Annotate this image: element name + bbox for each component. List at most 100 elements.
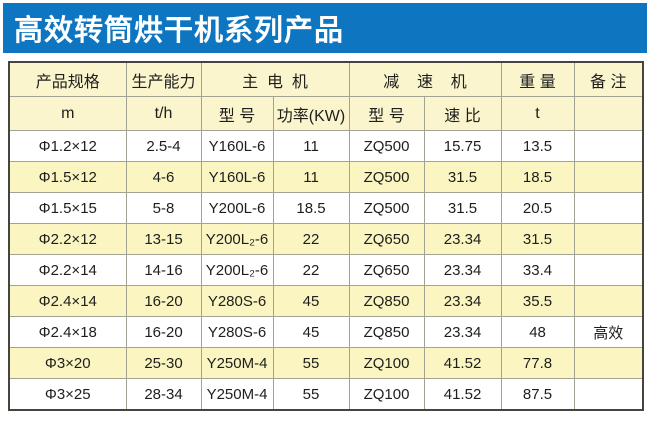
table-cell: 45 bbox=[272, 316, 350, 348]
table-header: 产品规格 生产能力主 电 机减 速 机重 量备 注 m t/h 型 号功率(KW) 型 号… bbox=[8, 61, 644, 131]
table-cell: Φ1.5×12 bbox=[8, 161, 127, 193]
table-cell bbox=[573, 161, 644, 193]
table-cell: 4-6 bbox=[125, 161, 202, 193]
header-cell: 生产能力 bbox=[125, 61, 202, 97]
table-cell: ZQ500 bbox=[348, 161, 425, 193]
table-cell: 18.5 bbox=[272, 192, 350, 224]
header-group-row: 产品规格 生产能力主 电 机减 速 机重 量备 注 bbox=[8, 61, 644, 97]
table-cell bbox=[573, 192, 644, 224]
table-cell: 16-20 bbox=[125, 285, 202, 317]
table-cell: 77.8 bbox=[500, 347, 575, 379]
table-row: Φ2.4×18 16-20 Y280S-6 45 ZQ850 23.34 48 高效 bbox=[8, 316, 644, 348]
table-cell: Φ1.5×15 bbox=[8, 192, 127, 224]
header-cell: 功率(KW) bbox=[272, 96, 350, 131]
table-cell: 31.5 bbox=[423, 161, 502, 193]
table-row: Φ2.2×14 14-16 Y200L₂-6 22 ZQ650 23.34 33.4 bbox=[8, 254, 644, 286]
table-cell: 16-20 bbox=[125, 316, 202, 348]
table-cell: Y200L₂-6 bbox=[200, 254, 274, 286]
table-cell: ZQ500 bbox=[348, 130, 425, 162]
table-row: Φ3×25 28-34 Y250M-4 55 ZQ100 41.52 87.5 bbox=[8, 378, 644, 411]
table-cell: 11 bbox=[272, 130, 350, 162]
table-cell: ZQ100 bbox=[348, 378, 425, 411]
table-cell: 2.5-4 bbox=[125, 130, 202, 162]
table-cell: 13-15 bbox=[125, 223, 202, 255]
table-row: Φ1.5×12 4-6 Y160L-6 11 ZQ500 31.5 18.5 bbox=[8, 161, 644, 193]
table-cell bbox=[573, 130, 644, 162]
table-cell: 高效 bbox=[573, 316, 644, 348]
table-cell: 87.5 bbox=[500, 378, 575, 411]
table-cell bbox=[573, 254, 644, 286]
table-cell bbox=[573, 347, 644, 379]
table-row: Φ2.4×14 16-20 Y280S-6 45 ZQ850 23.34 35.5 bbox=[8, 285, 644, 317]
table-cell: 20.5 bbox=[500, 192, 575, 224]
table-row: Φ1.5×15 5-8 Y200L-6 18.5 ZQ500 31.5 20.5 bbox=[8, 192, 644, 224]
table-cell: 11 bbox=[272, 161, 350, 193]
table-cell: 45 bbox=[272, 285, 350, 317]
table-cell: ZQ650 bbox=[348, 254, 425, 286]
table-cell: Y250M-4 bbox=[200, 378, 274, 411]
table-cell: 35.5 bbox=[500, 285, 575, 317]
table-cell: 48 bbox=[500, 316, 575, 348]
table-cell: Y280S-6 bbox=[200, 285, 274, 317]
table-cell: 13.5 bbox=[500, 130, 575, 162]
table-cell: 28-34 bbox=[125, 378, 202, 411]
table-cell: 14-16 bbox=[125, 254, 202, 286]
table-cell: 41.52 bbox=[423, 347, 502, 379]
table-cell: 31.5 bbox=[500, 223, 575, 255]
header-cell: 重 量 bbox=[500, 61, 575, 97]
header-cell: 主 电 机 bbox=[200, 61, 350, 97]
table-cell: Φ2.4×14 bbox=[8, 285, 127, 317]
header-cell: 型 号 bbox=[348, 96, 425, 131]
table-cell: Y200L-6 bbox=[200, 192, 274, 224]
title-bar: 高效转筒烘干机系列产品 bbox=[3, 3, 647, 53]
header-cell: 速 比 bbox=[423, 96, 502, 131]
table-row: Φ3×20 25-30 Y250M-4 55 ZQ100 41.52 77.8 bbox=[8, 347, 644, 379]
header-cell: m bbox=[8, 96, 127, 131]
table-cell: 23.34 bbox=[423, 254, 502, 286]
header-cell: t bbox=[500, 96, 575, 131]
table-cell: 18.5 bbox=[500, 161, 575, 193]
table-cell: Y280S-6 bbox=[200, 316, 274, 348]
table-cell: 22 bbox=[272, 254, 350, 286]
header-cell: 减 速 机 bbox=[348, 61, 502, 97]
table-body: Φ1.2×12 2.5-4 Y160L-6 11 ZQ500 15.75 13.5 Φ1.5×… bbox=[8, 130, 644, 411]
table-cell: Φ3×20 bbox=[8, 347, 127, 379]
table-cell: Y160L-6 bbox=[200, 161, 274, 193]
header-cell: t/h bbox=[125, 96, 202, 131]
table-cell: Y250M-4 bbox=[200, 347, 274, 379]
table-cell: Y160L-6 bbox=[200, 130, 274, 162]
table-cell: 41.52 bbox=[423, 378, 502, 411]
product-spec-table: 产品规格 生产能力主 电 机减 速 机重 量备 注 m t/h 型 号功率(KW) 型 号… bbox=[8, 61, 645, 411]
table-row: Φ2.2×12 13-15 Y200L₂-6 22 ZQ650 23.34 31.5 bbox=[8, 223, 644, 255]
table-cell: 31.5 bbox=[423, 192, 502, 224]
table-cell: ZQ100 bbox=[348, 347, 425, 379]
table-cell: 23.34 bbox=[423, 223, 502, 255]
table-cell: Y200L₂-6 bbox=[200, 223, 274, 255]
table-cell: Φ1.2×12 bbox=[8, 130, 127, 162]
header-cell bbox=[573, 96, 644, 131]
table-cell: Φ3×25 bbox=[8, 378, 127, 411]
table-cell: 5-8 bbox=[125, 192, 202, 224]
table-cell: 23.34 bbox=[423, 285, 502, 317]
table-cell: 15.75 bbox=[423, 130, 502, 162]
table-cell bbox=[573, 285, 644, 317]
table-cell: Φ2.4×18 bbox=[8, 316, 127, 348]
table-cell: 23.34 bbox=[423, 316, 502, 348]
table-cell: ZQ850 bbox=[348, 316, 425, 348]
table-cell: ZQ500 bbox=[348, 192, 425, 224]
header-cell: 型 号 bbox=[200, 96, 274, 131]
table-cell: Φ2.2×12 bbox=[8, 223, 127, 255]
table-cell: 55 bbox=[272, 347, 350, 379]
table-cell bbox=[573, 223, 644, 255]
table-cell: 25-30 bbox=[125, 347, 202, 379]
table-cell: Φ2.2×14 bbox=[8, 254, 127, 286]
table-cell: ZQ650 bbox=[348, 223, 425, 255]
table-cell: ZQ850 bbox=[348, 285, 425, 317]
header-cell: 产品规格 bbox=[8, 61, 127, 97]
table-cell bbox=[573, 378, 644, 411]
page-title: 高效转筒烘干机系列产品 bbox=[14, 15, 345, 47]
table-row: Φ1.2×12 2.5-4 Y160L-6 11 ZQ500 15.75 13.5 bbox=[8, 130, 644, 162]
header-cell: 备 注 bbox=[573, 61, 644, 97]
